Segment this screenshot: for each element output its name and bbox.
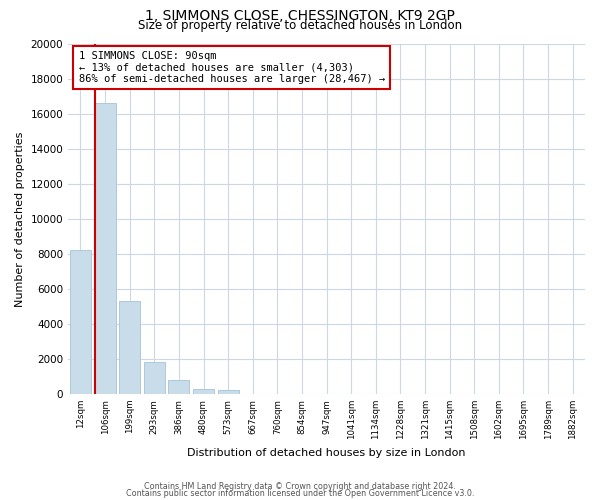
Text: Size of property relative to detached houses in London: Size of property relative to detached ho… bbox=[138, 19, 462, 32]
Bar bbox=[193, 388, 214, 394]
Text: Contains HM Land Registry data © Crown copyright and database right 2024.: Contains HM Land Registry data © Crown c… bbox=[144, 482, 456, 491]
Bar bbox=[95, 104, 116, 394]
Text: 1, SIMMONS CLOSE, CHESSINGTON, KT9 2GP: 1, SIMMONS CLOSE, CHESSINGTON, KT9 2GP bbox=[145, 9, 455, 23]
Bar bbox=[218, 390, 239, 394]
Bar bbox=[169, 380, 190, 394]
Y-axis label: Number of detached properties: Number of detached properties bbox=[15, 132, 25, 306]
Text: Contains public sector information licensed under the Open Government Licence v3: Contains public sector information licen… bbox=[126, 488, 474, 498]
X-axis label: Distribution of detached houses by size in London: Distribution of detached houses by size … bbox=[187, 448, 466, 458]
Text: 1 SIMMONS CLOSE: 90sqm
← 13% of detached houses are smaller (4,303)
86% of semi-: 1 SIMMONS CLOSE: 90sqm ← 13% of detached… bbox=[79, 51, 385, 84]
Bar bbox=[70, 250, 91, 394]
Bar bbox=[119, 301, 140, 394]
Bar bbox=[144, 362, 165, 394]
